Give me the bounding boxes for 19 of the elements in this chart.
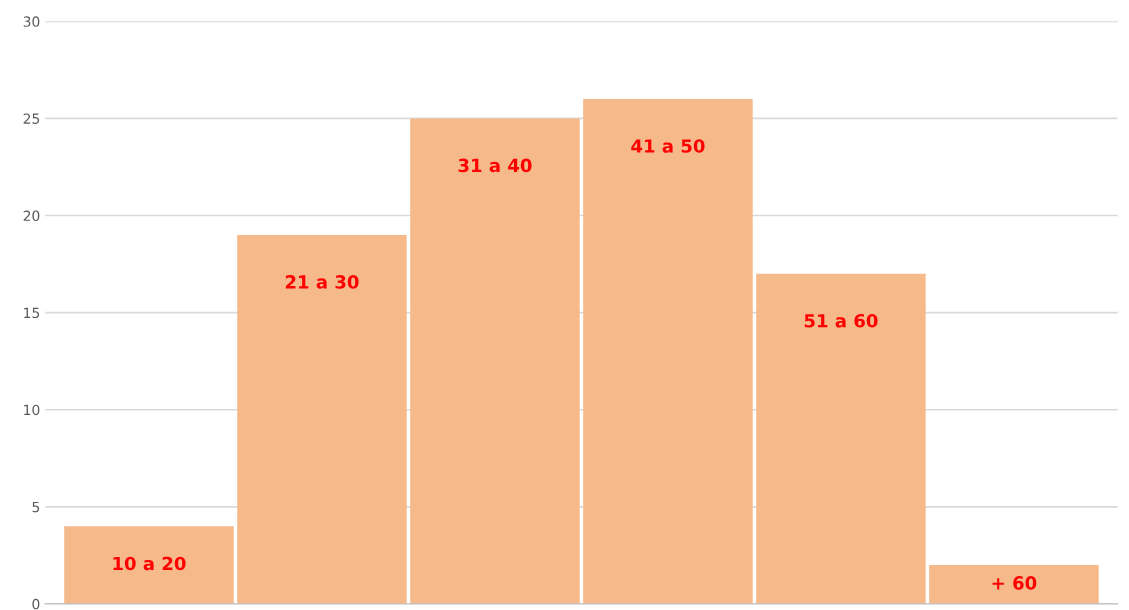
x-tick-label: 10 a 20 <box>113 556 186 571</box>
y-tick-label: 25 <box>23 113 40 124</box>
y-tick-label: 30 <box>23 16 40 27</box>
bar <box>410 118 580 604</box>
x-tick-label: + 60 <box>992 576 1037 590</box>
y-tick-label: 10 <box>24 404 40 416</box>
x-tick-label: 21 a 30 <box>285 275 359 289</box>
bar <box>756 273 926 604</box>
x-tick-label: 41 a 50 <box>631 139 705 153</box>
y-tick-label: 0 <box>32 598 40 610</box>
bar <box>583 99 753 604</box>
bar <box>237 234 407 604</box>
y-tick-label: 20 <box>23 210 40 222</box>
y-tick-label: 15 <box>24 307 40 319</box>
bar <box>64 526 234 604</box>
y-tick-label: 5 <box>32 501 40 513</box>
bar <box>929 565 1099 604</box>
x-tick-label: 31 a 40 <box>458 158 532 173</box>
x-tick-label: 51 a 60 <box>804 313 878 328</box>
